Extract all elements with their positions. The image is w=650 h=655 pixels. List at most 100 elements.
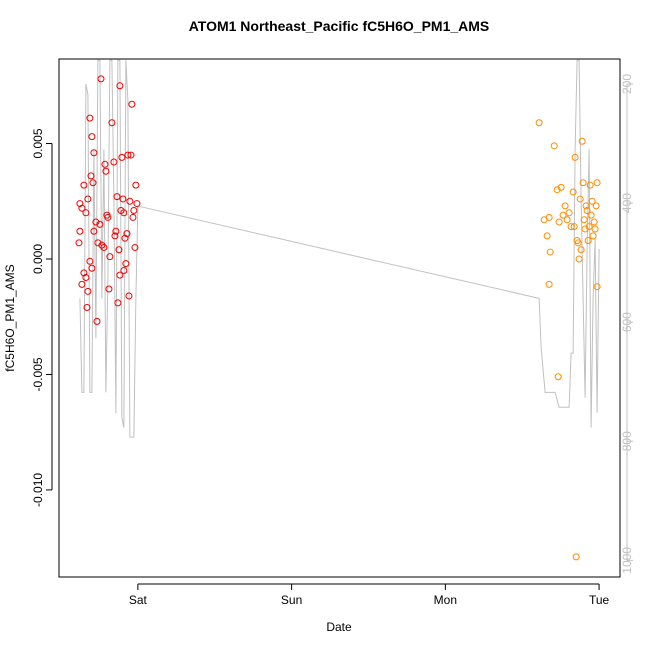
point bbox=[122, 260, 130, 268]
point bbox=[561, 202, 569, 210]
point bbox=[131, 243, 139, 251]
point bbox=[110, 158, 118, 166]
point bbox=[129, 213, 137, 221]
point bbox=[593, 179, 601, 187]
point bbox=[555, 218, 563, 226]
point bbox=[582, 202, 590, 210]
point bbox=[119, 195, 127, 203]
point bbox=[577, 246, 585, 254]
point bbox=[559, 211, 567, 219]
point bbox=[553, 186, 561, 194]
point bbox=[592, 202, 600, 210]
y-tick-label: 0.005 bbox=[31, 128, 45, 158]
point bbox=[76, 200, 84, 208]
point bbox=[574, 239, 582, 247]
point bbox=[102, 167, 110, 175]
point bbox=[111, 232, 119, 240]
point bbox=[121, 234, 129, 242]
point bbox=[565, 209, 573, 217]
point bbox=[101, 160, 109, 168]
point bbox=[579, 179, 587, 187]
plot-frame bbox=[58, 58, 621, 578]
point bbox=[554, 373, 562, 381]
point bbox=[128, 100, 136, 108]
plot-area bbox=[75, 59, 601, 561]
point bbox=[583, 206, 591, 214]
point bbox=[570, 223, 578, 231]
point bbox=[116, 82, 124, 90]
point bbox=[557, 183, 565, 191]
point bbox=[590, 218, 598, 226]
chart-title: ATOM1 Northeast_Pacific fC5H6O_PM1_AMS bbox=[189, 18, 490, 34]
point bbox=[124, 151, 132, 159]
x-tick-label: Mon bbox=[434, 593, 457, 607]
point bbox=[94, 239, 102, 247]
point bbox=[575, 255, 583, 263]
point bbox=[113, 193, 121, 201]
point bbox=[584, 237, 592, 245]
point bbox=[97, 75, 105, 83]
x-tick-label: Sat bbox=[129, 593, 148, 607]
point bbox=[585, 223, 593, 231]
point bbox=[126, 197, 134, 205]
point bbox=[88, 133, 96, 141]
point bbox=[75, 239, 83, 247]
point bbox=[586, 181, 594, 189]
point bbox=[96, 220, 104, 228]
point bbox=[588, 197, 596, 205]
point bbox=[116, 271, 124, 279]
point bbox=[580, 216, 588, 224]
y2-tick-label: 600 bbox=[620, 312, 634, 332]
point bbox=[115, 246, 123, 254]
point bbox=[545, 280, 553, 288]
point bbox=[571, 153, 579, 161]
y2-tick-label: 200 bbox=[620, 74, 634, 94]
point bbox=[535, 119, 543, 127]
point bbox=[90, 149, 98, 157]
point bbox=[546, 248, 554, 256]
x-tick-label: Sun bbox=[281, 593, 302, 607]
y-tick-label: -0.005 bbox=[31, 357, 45, 391]
point bbox=[106, 253, 114, 261]
point bbox=[112, 227, 120, 235]
point bbox=[120, 209, 128, 217]
point bbox=[130, 206, 138, 214]
point bbox=[98, 241, 106, 249]
point bbox=[123, 230, 131, 238]
point bbox=[593, 283, 601, 291]
point bbox=[125, 292, 133, 300]
point bbox=[80, 181, 88, 189]
point bbox=[100, 243, 108, 251]
point bbox=[78, 204, 86, 212]
point bbox=[132, 181, 140, 189]
point bbox=[90, 227, 98, 235]
point bbox=[118, 153, 126, 161]
y2-tick-label: 400 bbox=[620, 193, 634, 213]
point bbox=[105, 285, 113, 293]
point bbox=[567, 223, 575, 231]
point bbox=[569, 188, 577, 196]
x-axis-label: Date bbox=[326, 620, 352, 634]
point bbox=[82, 273, 90, 281]
point bbox=[563, 216, 571, 224]
point bbox=[572, 553, 580, 561]
point bbox=[550, 142, 558, 150]
point bbox=[127, 151, 135, 159]
point bbox=[93, 317, 101, 325]
point bbox=[543, 232, 551, 240]
point bbox=[578, 137, 586, 145]
y2-tick-label: 800 bbox=[620, 431, 634, 451]
point bbox=[133, 200, 141, 208]
y-tick-label: 0.000 bbox=[31, 244, 45, 274]
point bbox=[87, 172, 95, 180]
point bbox=[581, 225, 589, 233]
point bbox=[114, 299, 122, 307]
point bbox=[88, 264, 96, 272]
point bbox=[86, 114, 94, 122]
point bbox=[82, 209, 90, 217]
point bbox=[83, 303, 91, 311]
point bbox=[120, 267, 128, 275]
point bbox=[576, 195, 584, 203]
y2-tick-label: 1000 bbox=[620, 547, 634, 574]
